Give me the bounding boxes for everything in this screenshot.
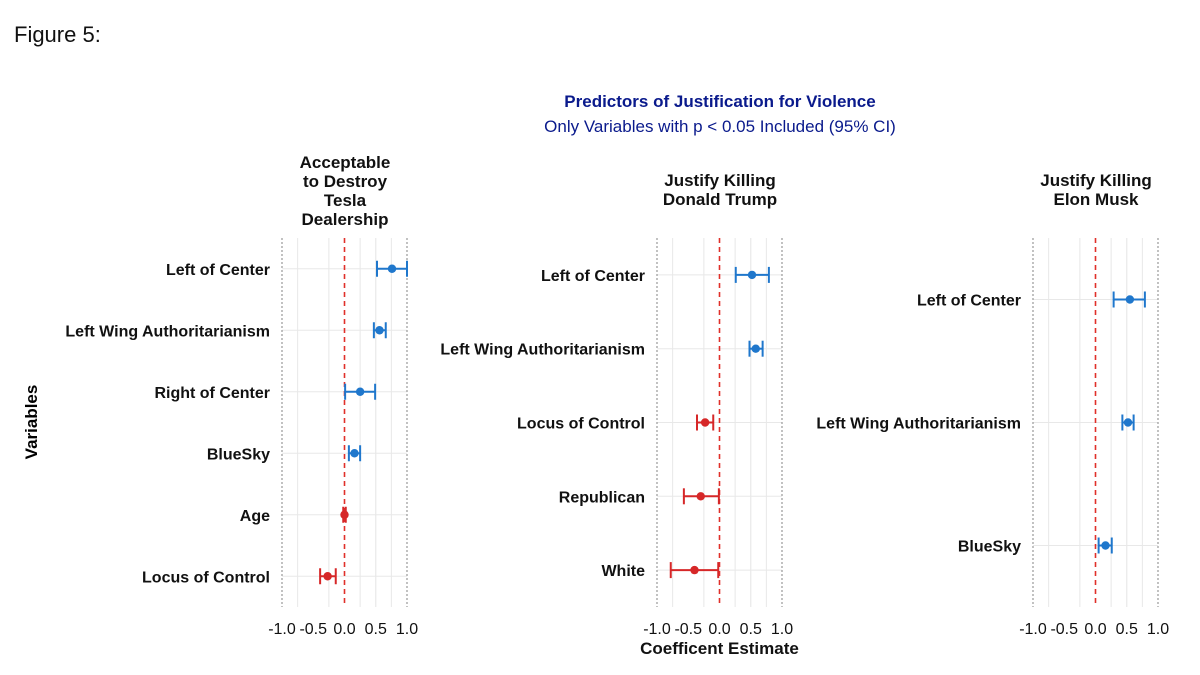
- variable-label: Age: [240, 508, 270, 525]
- estimate-point: [387, 264, 397, 273]
- variable-label: BlueSky: [958, 539, 1021, 556]
- variable-label: Locus of Control: [142, 569, 270, 586]
- figure-label: Figure 5:: [14, 22, 101, 47]
- panel-title-line: Justify Killing: [1040, 171, 1151, 190]
- x-tick-label: -0.5: [299, 621, 327, 638]
- variable-label: Locus of Control: [517, 416, 645, 433]
- chart-subtitle: Only Variables with p < 0.05 Included (9…: [544, 117, 896, 136]
- panel-title-line: Dealership: [302, 210, 389, 229]
- x-tick-label: 1.0: [396, 621, 418, 638]
- x-tick-label: 1.0: [771, 621, 793, 638]
- variable-label: Left of Center: [917, 293, 1021, 310]
- variable-label: White: [601, 563, 645, 580]
- variable-label: Left of Center: [541, 268, 645, 285]
- x-tick-label: -0.5: [1050, 621, 1078, 638]
- y-axis-label: Variables: [22, 385, 41, 460]
- estimate-point: [1123, 418, 1133, 427]
- x-tick-label: 0.5: [365, 621, 387, 638]
- x-tick-label: -1.0: [643, 621, 671, 638]
- estimate-point: [355, 387, 365, 396]
- chart-title: Predictors of Justification for Violence: [564, 92, 875, 111]
- x-tick-label: 0.0: [708, 621, 730, 638]
- estimate-point: [747, 270, 757, 280]
- estimate-point: [350, 449, 359, 458]
- panel-title-line: Acceptable: [300, 153, 391, 172]
- x-tick-label: 0.5: [740, 621, 762, 638]
- panel-title-line: to Destroy: [303, 172, 388, 191]
- estimate-point: [375, 326, 384, 335]
- panel-title-line: Donald Trump: [663, 190, 777, 209]
- panel-title-line: Tesla: [324, 191, 367, 210]
- variable-label: Left Wing Authoritarianism: [440, 342, 645, 359]
- estimate-point: [1101, 541, 1110, 550]
- x-axis-label: Coefficent Estimate: [640, 639, 799, 658]
- variable-label: Left Wing Authoritarianism: [816, 416, 1021, 433]
- x-tick-label: -0.5: [674, 621, 702, 638]
- estimate-point: [690, 565, 699, 575]
- panel-title-line: Elon Musk: [1053, 190, 1139, 209]
- estimate-point: [696, 492, 705, 501]
- x-tick-label: -1.0: [1019, 621, 1047, 638]
- estimate-point: [700, 418, 710, 427]
- estimate-point: [751, 344, 760, 353]
- variable-label: Left of Center: [166, 262, 270, 279]
- x-tick-label: 0.0: [1084, 621, 1106, 638]
- x-tick-label: 1.0: [1147, 621, 1169, 638]
- estimate-point: [340, 510, 349, 519]
- estimate-point: [323, 572, 332, 581]
- x-tick-label: 0.0: [333, 621, 355, 638]
- panel-title-line: Justify Killing: [664, 171, 775, 190]
- variable-label: Republican: [559, 489, 645, 506]
- x-tick-label: -1.0: [268, 621, 296, 638]
- estimate-point: [1125, 295, 1135, 304]
- variable-label: Right of Center: [154, 385, 270, 402]
- variable-label: BlueSky: [207, 446, 270, 463]
- x-tick-label: 0.5: [1116, 621, 1138, 638]
- variable-label: Left Wing Authoritarianism: [65, 323, 270, 340]
